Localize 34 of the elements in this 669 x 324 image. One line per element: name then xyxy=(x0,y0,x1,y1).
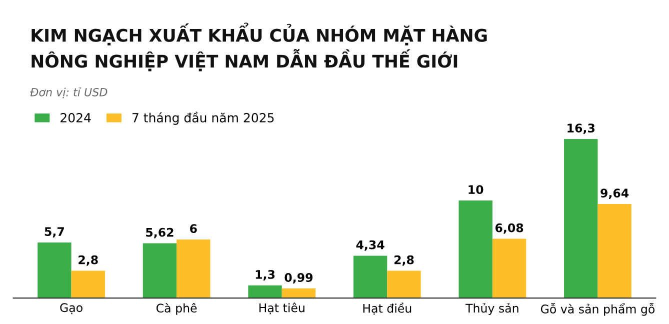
bar xyxy=(492,238,526,298)
data-label: 4,34 xyxy=(356,240,384,251)
bar xyxy=(71,270,105,298)
data-label: 5,62 xyxy=(146,228,174,238)
data-label: 2,8 xyxy=(394,255,414,266)
x-tick-label: Cà phê xyxy=(156,302,197,315)
legend-label: 7 tháng đầu năm 2025 xyxy=(132,112,274,125)
bar xyxy=(458,200,492,298)
data-label: 2,8 xyxy=(78,255,98,266)
bar xyxy=(387,270,421,298)
bar xyxy=(176,240,210,298)
x-tick-label: Gạo xyxy=(60,303,82,314)
data-label: 10 xyxy=(468,185,484,194)
bar xyxy=(248,285,282,298)
data-label: 0,99 xyxy=(284,273,313,284)
bar xyxy=(142,243,177,298)
text: Đơn vị: tỉ USD xyxy=(30,87,108,98)
data-label: 6 xyxy=(190,224,197,234)
data-label: 1,3 xyxy=(256,270,275,280)
bar xyxy=(564,138,598,298)
bar xyxy=(598,204,632,298)
data-label: 9,64 xyxy=(600,188,629,200)
legend-label: 2024 xyxy=(60,112,91,122)
x-tick-label: Thủy sản xyxy=(466,302,518,315)
data-label: 6,08 xyxy=(495,223,524,234)
bar xyxy=(353,256,388,298)
x-tick-label: Gỗ và sản phẩm gỗ xyxy=(540,302,655,316)
bar xyxy=(282,288,316,298)
x-tick-label: Hạt điều xyxy=(363,302,412,315)
x-tick-label: Hạt tiêu xyxy=(259,302,304,314)
bar xyxy=(38,242,72,298)
data-label: 5,7 xyxy=(44,227,64,238)
data-label: 16,3 xyxy=(568,124,594,134)
chart-title: KIM NGẠCH XUẤT KHẨU CỦA NHÓM MẶT HÀNG NÔNG NGHIỆP VIỆT NAM DẪN ĐẦU THẾ GIỚI xyxy=(32,22,487,72)
